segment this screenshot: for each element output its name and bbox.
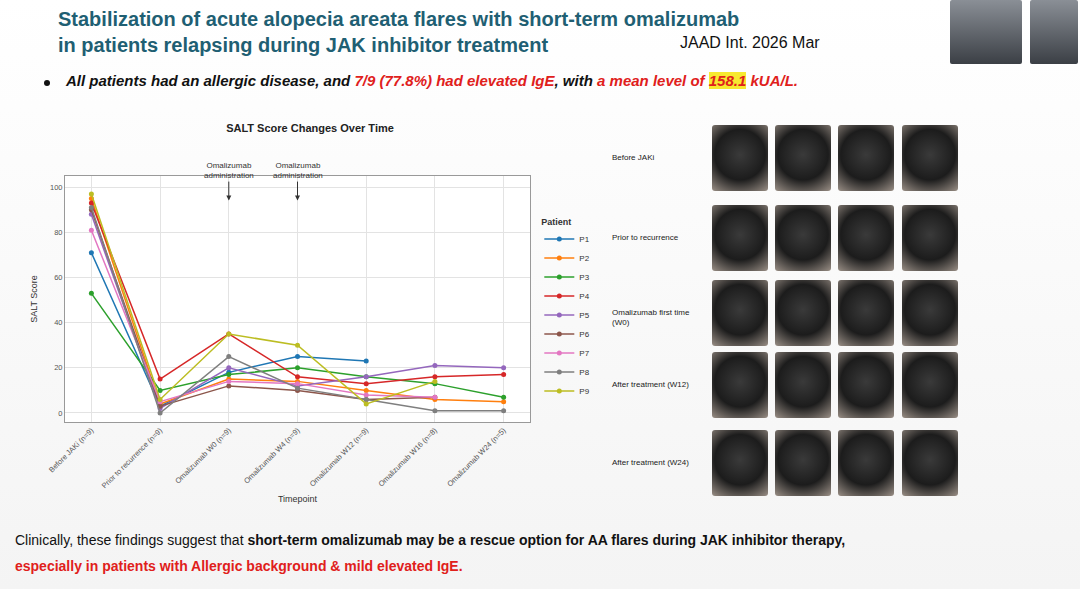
svg-text:P1: P1: [579, 235, 589, 244]
svg-text:P8: P8: [579, 368, 589, 377]
svg-text:40: 40: [54, 318, 62, 327]
svg-text:0: 0: [58, 409, 62, 418]
svg-text:60: 60: [54, 273, 62, 282]
html-text:After treatment (W24): After treatment (W24): [612, 458, 689, 467]
svg-text:SALT Score: SALT Score: [29, 275, 39, 323]
html-text:Prior to recurrence: Prior to recurrence: [612, 233, 679, 242]
svg-text:Omalizumabadministration: Omalizumabadministration: [204, 161, 254, 180]
svg-text:P4: P4: [579, 292, 589, 301]
svg-text:P3: P3: [579, 273, 589, 282]
html-text:Clinically, these findings sug: Clinically, these findings suggest that …: [15, 532, 846, 548]
html-text:JAAD Int. 2026 Mar: JAAD Int. 2026 Mar: [680, 34, 820, 51]
svg-text:Patient: Patient: [541, 217, 571, 227]
svg-text:20: 20: [54, 363, 62, 372]
html-text:Stabilization of acute alopeci: Stabilization of acute alopecia areata f…: [58, 8, 740, 30]
svg-text:Omalizumab W4 (n=9): Omalizumab W4 (n=9): [242, 426, 302, 486]
svg-text:Omalizumab W16 (n=8): Omalizumab W16 (n=8): [376, 426, 439, 489]
html-text:in patients relapsing during J: in patients relapsing during JAK inhibit…: [58, 34, 548, 56]
svg-text:Omalizumab W12 (n=9): Omalizumab W12 (n=9): [308, 426, 371, 489]
svg-text:Omalizumab W0 (n=9): Omalizumab W0 (n=9): [173, 426, 233, 486]
html-text:After treatment (W12): After treatment (W12): [612, 380, 689, 389]
svg-text:P5: P5: [579, 311, 589, 320]
html-text:Before JAKi: Before JAKi: [612, 153, 655, 162]
html-text:All patients had an allergic d: All patients had an allergic disease, an…: [66, 72, 798, 89]
svg-text:100: 100: [50, 183, 63, 192]
svg-text:Omalizumabadministration: Omalizumabadministration: [273, 161, 323, 180]
html-text:Omalizumab first time (W0): Omalizumab first time (W0): [612, 308, 690, 327]
svg-text:P2: P2: [579, 254, 589, 263]
svg-text:80: 80: [54, 228, 62, 237]
svg-text:Omalizumab W24 (n=5): Omalizumab W24 (n=5): [445, 426, 508, 489]
svg-text:P7: P7: [579, 349, 589, 358]
svg-text:Timepoint: Timepoint: [278, 494, 318, 504]
svg-text:P9: P9: [579, 387, 589, 396]
svg-text:Before JAKi (n=9): Before JAKi (n=9): [47, 426, 96, 475]
svg-text:P6: P6: [579, 330, 589, 339]
html-text:especially in patients with Al: especially in patients with Allergic bac…: [15, 558, 463, 574]
svg-text:SALT Score Changes Over Time: SALT Score Changes Over Time: [226, 122, 394, 134]
svg-text:Prior to recurrence (n=9): Prior to recurrence (n=9): [100, 426, 165, 491]
